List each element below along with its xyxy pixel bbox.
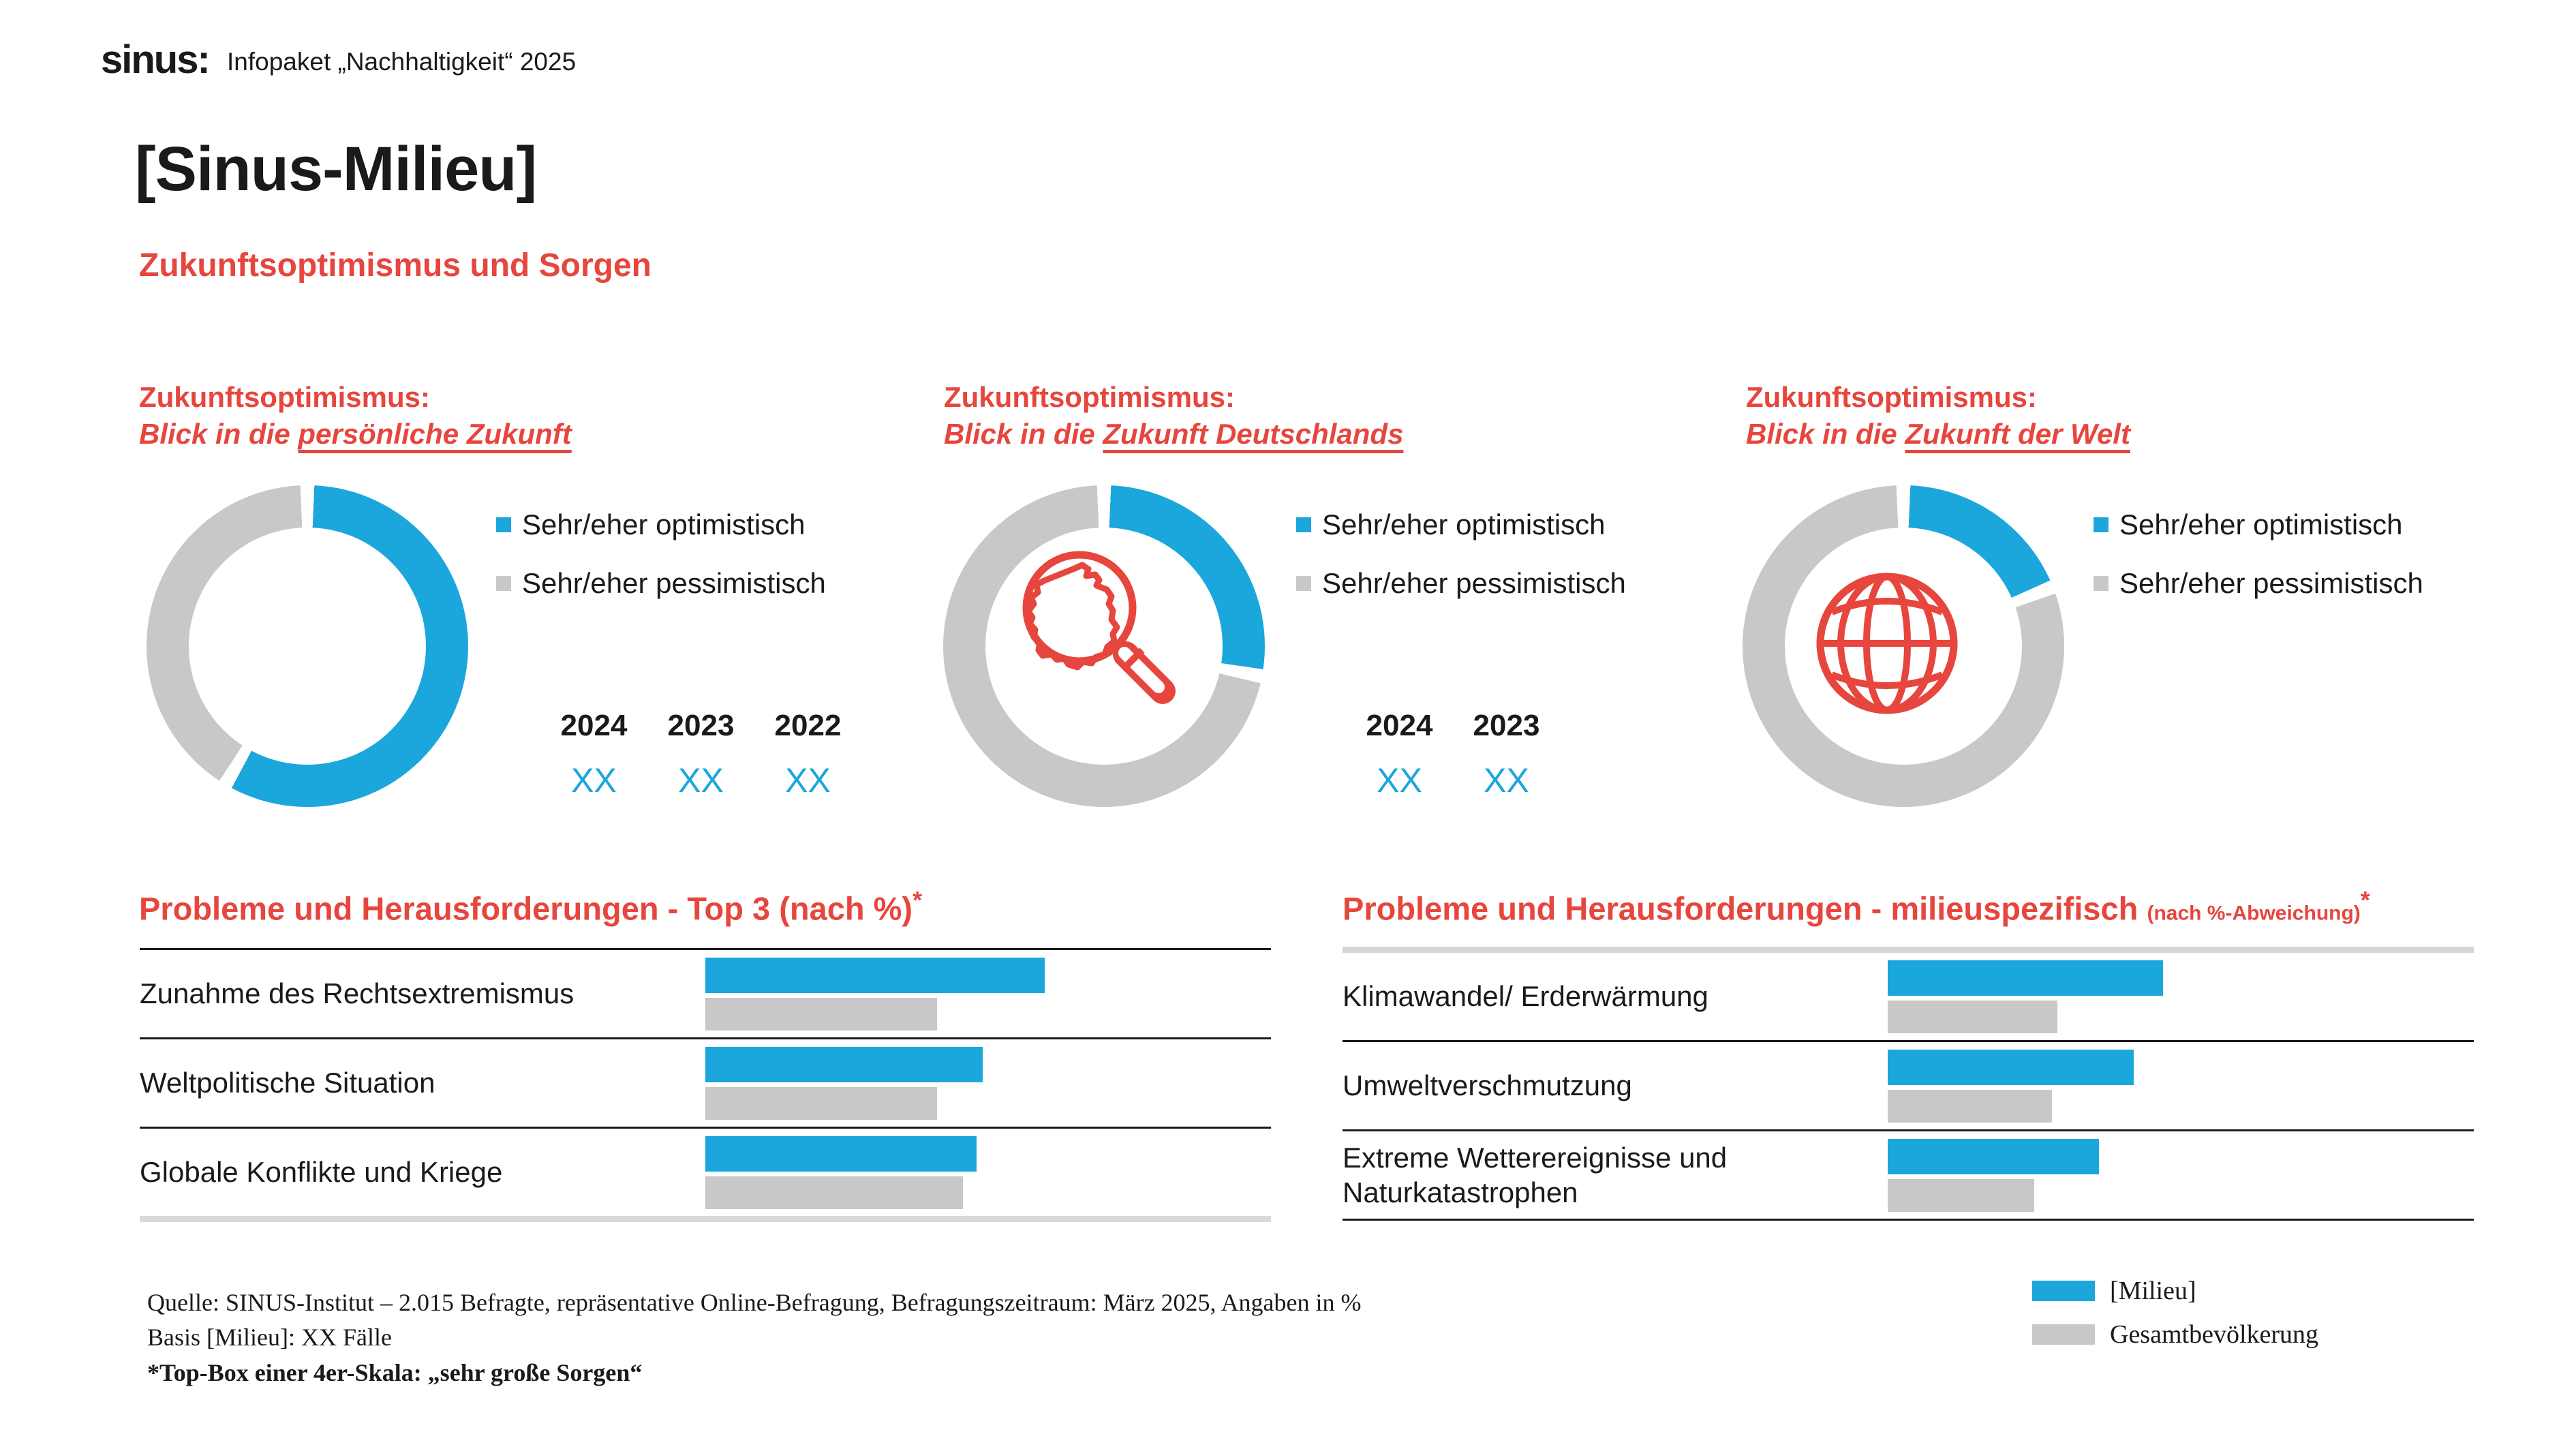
milieu-bar (705, 1046, 983, 1082)
chart3-heading-line1: Zukunftsoptimismus: (1746, 381, 2037, 413)
gesamt-bar (1888, 1089, 2052, 1123)
bar-pair (1888, 1131, 2474, 1219)
chart1-heading: Zukunftsoptimismus: Blick in die persönl… (139, 379, 572, 453)
table-row: Weltpolitische Situation (140, 1039, 1271, 1129)
left-section-heading: Probleme und Herausforderungen - Top 3 (… (139, 886, 923, 927)
bar-pair (705, 1129, 1271, 1216)
chart2-legend: Sehr/eher optimistisch Sehr/eher pessimi… (1296, 508, 1626, 600)
gesamt-bar (1888, 1000, 2058, 1033)
chart3-legend: Sehr/eher optimistisch Sehr/eher pessimi… (2094, 508, 2423, 600)
legend-item-pessimistic: Sehr/eher pessimistisch (1296, 567, 1626, 600)
bar-pair (705, 950, 1271, 1037)
donut-ring (943, 485, 1265, 807)
blue-bar-swatch-icon (2032, 1281, 2095, 1301)
blue-swatch-icon (2094, 517, 2109, 532)
chart2-heading: Zukunftsoptimismus: Blick in die Zukunft… (944, 379, 1403, 453)
chart2-heading-line2: Blick in die Zukunft Deutschlands (944, 417, 1404, 450)
legend-item-gesamt: Gesamtbevölkerung (2032, 1320, 2318, 1349)
milieu-bar (705, 1135, 977, 1172)
milieu-bar (1888, 1138, 2099, 1174)
blue-swatch-icon (496, 517, 511, 532)
source-note: Quelle: SINUS-Institut – 2.015 Befragte,… (147, 1289, 1362, 1316)
page-title: [Sinus-Milieu] (135, 134, 537, 204)
milieu-bar (705, 957, 1045, 993)
header-subtitle: Infopaket „Nachhaltigkeit“ 2025 (227, 48, 577, 76)
gesamt-bar (705, 1176, 963, 1209)
milieu-bar (1888, 1049, 2134, 1085)
asterisk: * (2360, 886, 2370, 914)
bar-pair (1888, 953, 2474, 1040)
gray-swatch-icon (1296, 576, 1311, 591)
germany-magnifier-icon (1022, 551, 1176, 704)
legend-item-pessimistic: Sehr/eher pessimistisch (2094, 567, 2423, 600)
left-bar-table: Zunahme des Rechtsextremismus Weltpoliti… (140, 948, 1271, 1222)
gesamt-bar (1888, 1178, 2034, 1212)
donut-germany-future (943, 485, 1265, 807)
table-row: Globale Konflikte und Kriege (140, 1129, 1271, 1222)
chart1-years: 2024 XX 2023 XX 2022 XX (540, 709, 861, 800)
donut-world-future (1743, 485, 2064, 807)
legend-item-optimistic: Sehr/eher optimistisch (496, 508, 826, 541)
page-subtitle: Zukunftsoptimismus und Sorgen (139, 247, 651, 284)
milieu-bar (1888, 960, 2164, 996)
basis-note: Basis [Milieu]: XX Fälle (147, 1324, 392, 1351)
chart1-heading-line2: Blick in die persönliche Zukunft (139, 417, 572, 450)
year-col: 2024 XX (1366, 709, 1433, 799)
blue-swatch-icon (1296, 517, 1311, 532)
legend-item-pessimistic: Sehr/eher pessimistisch (496, 567, 826, 600)
chart3-heading: Zukunftsoptimismus: Blick in die Zukunft… (1746, 379, 2130, 453)
asterisk: * (913, 886, 923, 914)
donut-ring (147, 485, 468, 807)
year-col: 2022 XX (774, 709, 842, 799)
legend-item-optimistic: Sehr/eher optimistisch (2094, 508, 2423, 541)
legend-item-optimistic: Sehr/eher optimistisch (1296, 508, 1626, 541)
table-row: Zunahme des Rechtsextremismus (140, 950, 1271, 1039)
year-col: 2023 XX (667, 709, 735, 799)
footnote: *Top-Box einer 4er-Skala: „sehr große So… (147, 1359, 643, 1386)
chart2-years: 2024 XX 2023 XX (1346, 709, 1560, 800)
gesamt-bar (705, 997, 938, 1031)
gray-swatch-icon (496, 576, 511, 591)
donut-personal-future (147, 485, 468, 807)
gray-bar-swatch-icon (2032, 1324, 2095, 1345)
legend-item-milieu: [Milieu] (2032, 1276, 2318, 1306)
chart1-heading-line1: Zukunftsoptimismus: (139, 381, 430, 413)
right-section-heading: Probleme und Herausforderungen - milieus… (1343, 886, 2370, 927)
chart2-heading-line1: Zukunftsoptimismus: (944, 381, 1235, 413)
table-row: Extreme Wetterereignisse und Naturkatast… (1343, 1131, 2474, 1221)
table-row: Klimawandel/ Erderwärmung (1343, 953, 2474, 1042)
bottom-legend: [Milieu] Gesamtbevölkerung (2032, 1276, 2318, 1349)
bar-pair (705, 1039, 1271, 1127)
sinus-logo: sinus: (101, 37, 211, 82)
chart3-heading-line2: Blick in die Zukunft der Welt (1746, 417, 2130, 450)
gesamt-bar (705, 1086, 938, 1120)
gray-swatch-icon (2094, 576, 2109, 591)
chart1-legend: Sehr/eher optimistisch Sehr/eher pessimi… (496, 508, 826, 600)
bar-pair (1888, 1042, 2474, 1129)
year-col: 2023 XX (1473, 709, 1540, 799)
globe-icon (1816, 573, 1958, 714)
right-bar-table: Klimawandel/ Erderwärmung Umweltverschmu… (1343, 947, 2474, 1221)
table-row: Umweltverschmutzung (1343, 1042, 2474, 1131)
year-col: 2024 XX (560, 709, 628, 799)
